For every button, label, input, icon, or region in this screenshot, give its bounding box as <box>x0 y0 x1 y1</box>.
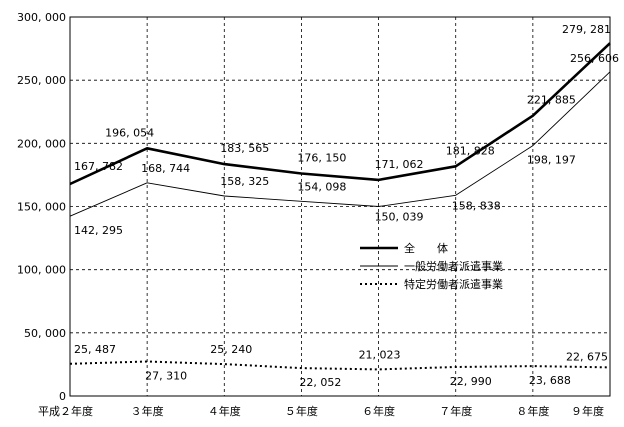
y-tick-label: 300, 000 <box>17 11 66 24</box>
data-label: 196, 054 <box>105 126 154 139</box>
y-tick-label: 50, 000 <box>24 327 66 340</box>
data-label: 22, 990 <box>450 375 492 388</box>
x-tick-label: ９年度 <box>571 404 604 418</box>
data-label: 221, 885 <box>527 94 576 107</box>
data-label: 23, 688 <box>529 374 571 387</box>
data-label: 176, 150 <box>297 151 346 164</box>
data-label: 198, 197 <box>527 154 576 167</box>
data-label: 181, 828 <box>446 144 495 157</box>
data-label: 168, 744 <box>141 162 190 175</box>
x-tick-label: ４年度 <box>208 404 241 418</box>
data-label: 256, 606 <box>570 52 619 65</box>
data-label: 21, 023 <box>359 348 401 361</box>
data-label: 167, 782 <box>74 160 123 173</box>
y-tick-label: 200, 000 <box>17 137 66 150</box>
x-tick-label: ３年度 <box>131 404 164 418</box>
legend-label-1: 全 体 <box>404 241 448 255</box>
x-tick-label: ７年度 <box>439 404 472 418</box>
data-labels: 167, 782 196, 054 183, 565 176, 150 171, 062… <box>74 23 619 389</box>
legend-label-3: 特定労働者派遣事業 <box>404 277 503 291</box>
y-tick-label: 0 <box>59 390 66 403</box>
data-label: 150, 039 <box>375 210 424 223</box>
data-label: 25, 240 <box>210 343 252 356</box>
legend-label-2: 一般労働者派遣事業 <box>404 259 503 273</box>
data-label: 158, 325 <box>220 175 269 188</box>
data-label: 25, 487 <box>74 343 116 356</box>
data-label: 27, 310 <box>145 369 187 382</box>
series-line-2 <box>69 71 611 217</box>
axes: 0 50, 000 100, 000 150, 000 200, 000 250, 000… <box>17 11 611 418</box>
grid <box>70 17 610 396</box>
y-tick-label: 150, 000 <box>17 201 66 214</box>
x-tick-label: ６年度 <box>362 404 395 418</box>
plot-frame <box>69 16 611 397</box>
series-line-1 <box>69 42 611 186</box>
data-label: 183, 565 <box>220 142 269 155</box>
series-lines <box>69 42 611 371</box>
x-tick-label: ５年度 <box>285 404 318 418</box>
data-label: 171, 062 <box>375 158 424 171</box>
data-label: 22, 675 <box>566 350 608 363</box>
data-label: 158, 838 <box>452 199 501 212</box>
data-label: 142, 295 <box>74 224 123 237</box>
x-tick-label: ８年度 <box>516 404 549 418</box>
y-tick-label: 250, 000 <box>17 74 66 87</box>
data-label: 279, 281 <box>562 23 611 36</box>
data-label: 22, 052 <box>299 376 341 389</box>
series-line-3 <box>69 360 611 371</box>
y-tick-label: 100, 000 <box>17 264 66 277</box>
x-tick-label: 平成２年度 <box>38 404 93 418</box>
data-label: 154, 098 <box>297 180 346 193</box>
